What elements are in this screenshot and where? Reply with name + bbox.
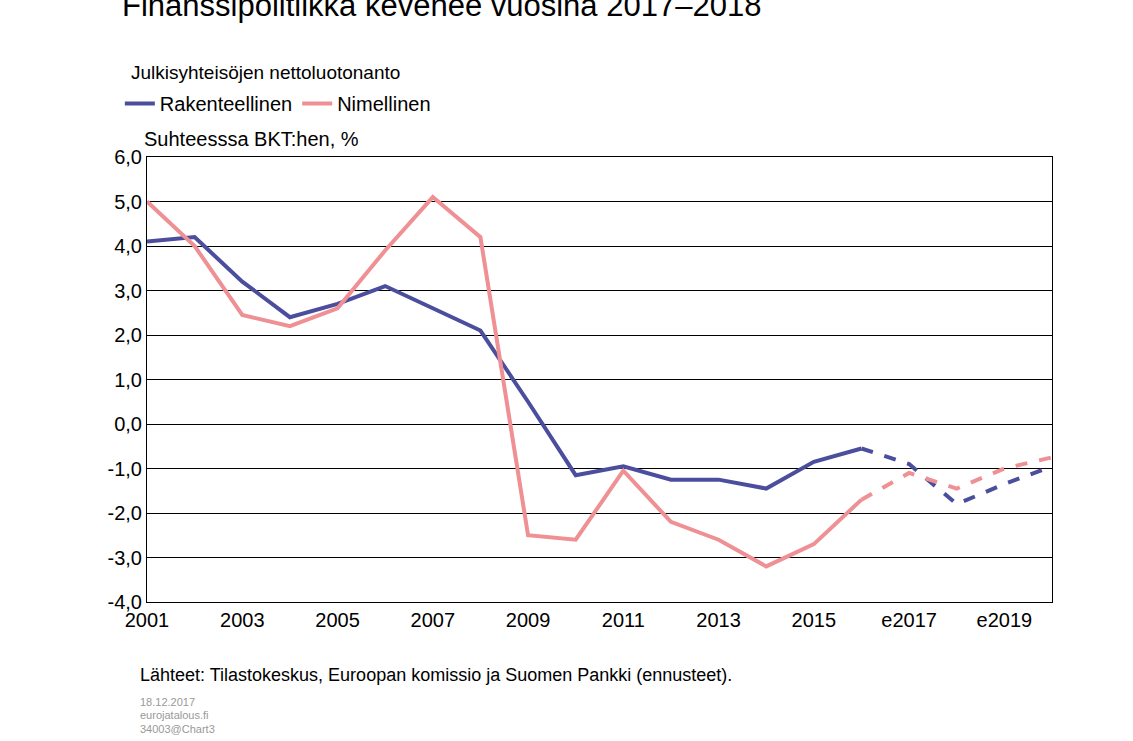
svg-text:2005: 2005 xyxy=(315,609,360,631)
svg-text:Rakenteellinen: Rakenteellinen xyxy=(160,93,292,115)
svg-text:18.12.2017: 18.12.2017 xyxy=(140,696,195,708)
svg-text:4,0: 4,0 xyxy=(114,235,142,257)
svg-text:-4,0: -4,0 xyxy=(108,591,142,613)
svg-text:2003: 2003 xyxy=(220,609,265,631)
svg-text:5,0: 5,0 xyxy=(114,191,142,213)
svg-text:e2017: e2017 xyxy=(881,609,937,631)
svg-text:3,0: 3,0 xyxy=(114,280,142,302)
svg-text:2,0: 2,0 xyxy=(114,324,142,346)
svg-text:2009: 2009 xyxy=(506,609,551,631)
svg-text:eurojatalous.fi: eurojatalous.fi xyxy=(140,709,209,721)
svg-text:Suhteesssa BKT:hen, %: Suhteesssa BKT:hen, % xyxy=(144,128,359,150)
svg-text:-3,0: -3,0 xyxy=(108,547,142,569)
svg-text:1,0: 1,0 xyxy=(114,369,142,391)
svg-text:Julkisyhteisöjen nettoluotonan: Julkisyhteisöjen nettoluotonanto xyxy=(131,62,400,83)
svg-text:2001: 2001 xyxy=(125,609,170,631)
svg-text:-1,0: -1,0 xyxy=(108,458,142,480)
svg-text:Nimellinen: Nimellinen xyxy=(337,93,430,115)
svg-text:-2,0: -2,0 xyxy=(108,502,142,524)
svg-text:e2019: e2019 xyxy=(977,609,1033,631)
svg-text:Finanssipolitiikka kevenee vuo: Finanssipolitiikka kevenee vuosina 2017–… xyxy=(122,0,761,23)
svg-text:0,0: 0,0 xyxy=(114,413,142,435)
svg-text:6,0: 6,0 xyxy=(114,146,142,168)
svg-text:2011: 2011 xyxy=(602,609,645,631)
svg-text:2007: 2007 xyxy=(411,609,456,631)
svg-text:34003@Chart3: 34003@Chart3 xyxy=(140,723,215,735)
svg-text:2013: 2013 xyxy=(696,609,741,631)
svg-text:2015: 2015 xyxy=(792,609,837,631)
svg-text:Lähteet: Tilastokeskus, Euroop: Lähteet: Tilastokeskus, Euroopan komissi… xyxy=(140,665,732,685)
